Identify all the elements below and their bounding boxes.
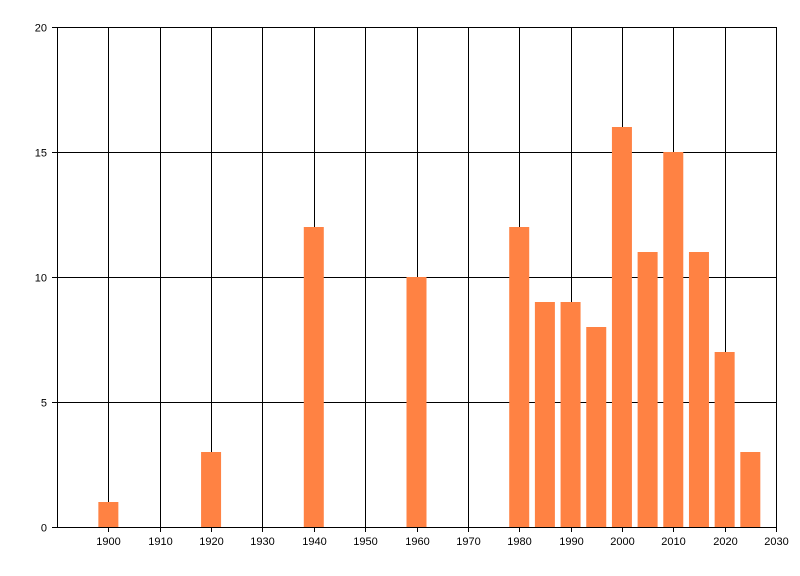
x-tick-label: 1990 xyxy=(559,536,583,548)
bar-2020 xyxy=(714,352,735,527)
y-tick-label: 10 xyxy=(35,273,47,285)
bar-series xyxy=(98,127,761,527)
x-tick-label: 2000 xyxy=(610,536,634,548)
x-tick-label: 1970 xyxy=(456,536,480,548)
bar-2000 xyxy=(611,127,632,527)
bar-1990 xyxy=(560,302,581,527)
y-tick-label: 20 xyxy=(35,23,47,35)
x-tick-label: 1960 xyxy=(405,536,429,548)
bar-1920 xyxy=(201,452,222,527)
bar-1995 xyxy=(586,327,607,527)
bar-2010 xyxy=(663,152,684,527)
bar-1980 xyxy=(509,227,530,527)
bar-2015 xyxy=(688,252,709,527)
bar-1940 xyxy=(303,227,324,527)
x-tick-label: 1940 xyxy=(302,536,326,548)
tick-labels: 0 5 10 15 20 1900 1910 1920 1930 1940 1950 1960 1970… xyxy=(35,23,789,549)
y-tick-label: 0 xyxy=(41,523,47,535)
x-tick-label: 1900 xyxy=(96,536,120,548)
x-tick-label: 1950 xyxy=(353,536,377,548)
bar-1900 xyxy=(98,502,119,527)
bar-1985 xyxy=(534,302,555,527)
bar-2025 xyxy=(740,452,761,527)
x-tick-label: 1910 xyxy=(148,536,172,548)
y-tick-label: 5 xyxy=(41,398,47,410)
axes xyxy=(52,27,777,532)
x-tick-label: 2020 xyxy=(713,536,737,548)
bar-1960 xyxy=(406,277,427,527)
bar-2005 xyxy=(637,252,658,527)
y-tick-label: 15 xyxy=(35,148,47,160)
x-tick-label: 2030 xyxy=(764,536,788,548)
x-tick-label: 1930 xyxy=(250,536,274,548)
x-tick-label: 1920 xyxy=(199,536,223,548)
x-tick-label: 2010 xyxy=(661,536,685,548)
x-tick-label: 1980 xyxy=(507,536,531,548)
